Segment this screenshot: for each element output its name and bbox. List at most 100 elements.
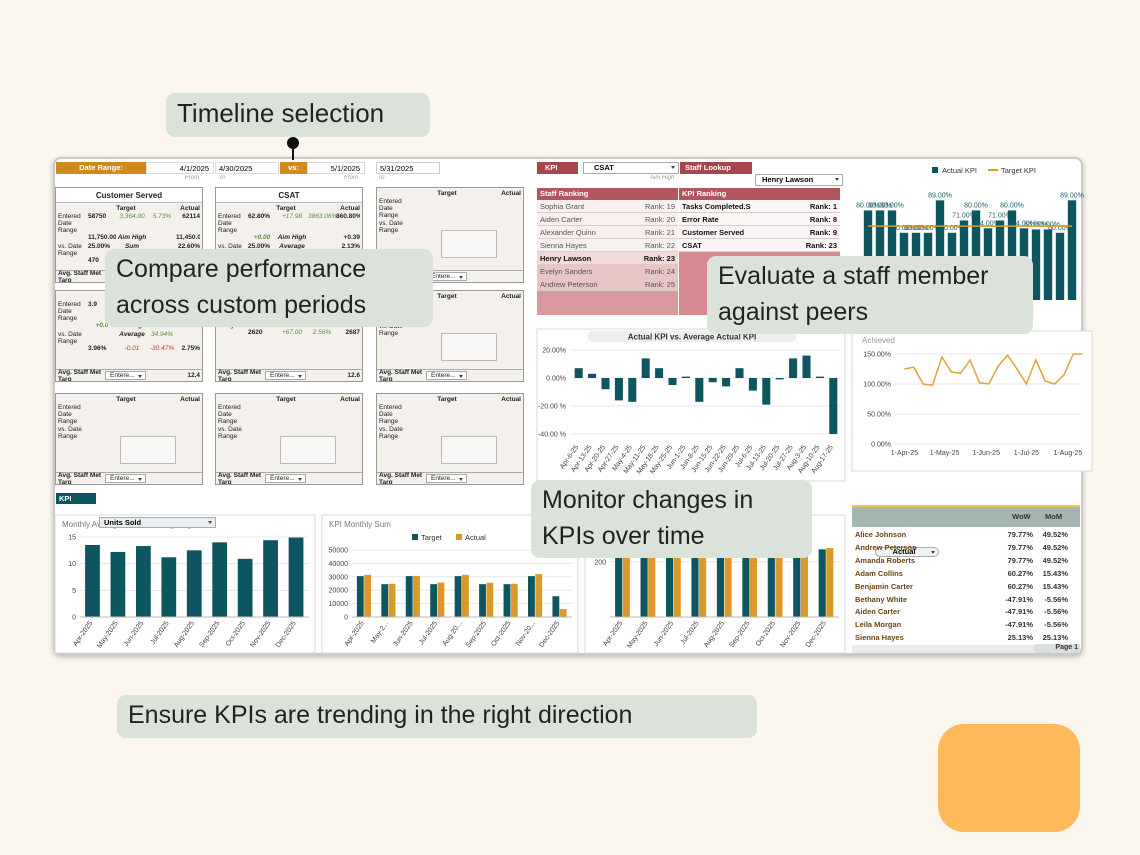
staff-lookup-label: Staff Lookup xyxy=(680,162,752,174)
period-dropdown[interactable]: Entere... xyxy=(265,474,306,483)
bar xyxy=(742,550,750,617)
bar xyxy=(668,378,677,385)
bar xyxy=(288,537,304,617)
row-value: 62.80% xyxy=(248,213,271,220)
staff-name: Andrew Peterson xyxy=(855,542,917,552)
legend-label: Target KPI xyxy=(1001,166,1036,175)
actual-head: Actual xyxy=(180,205,200,212)
vs-label: vs: xyxy=(280,162,307,174)
card-row: Entered Date Range xyxy=(216,404,362,426)
ranking-row: Tasks Completed.S Rank: 1 xyxy=(679,200,840,213)
bar xyxy=(486,582,494,617)
footer-label: Avg. Staff Met Targ xyxy=(218,368,262,382)
date-caption: To xyxy=(219,175,226,181)
y-tick-label: 10000 xyxy=(329,601,349,608)
period-dropdown[interactable]: Entere... xyxy=(426,474,467,483)
bar xyxy=(665,557,674,617)
bar xyxy=(802,355,811,378)
mom-value: 49.52% xyxy=(1042,555,1068,565)
card-row: vs. Date Range Average 34.94% xyxy=(56,331,202,345)
card-title: CSAT xyxy=(216,188,362,203)
ranking-rank: Rank: 1 xyxy=(809,202,837,211)
row-value: -0.01 xyxy=(124,345,140,352)
row-label: Entered Date Range xyxy=(379,404,402,425)
bar xyxy=(479,584,486,617)
kpi-dropdown[interactable]: CSAT xyxy=(583,162,679,174)
row-value: Aim High xyxy=(117,234,147,241)
data-label: 63.00% xyxy=(1036,221,1060,228)
wow-value: 79.77% xyxy=(1007,555,1033,565)
period-dropdown[interactable]: Entere... xyxy=(265,371,306,380)
card-row: vs. Date Range xyxy=(56,426,202,448)
y-tick-label: 50.00% xyxy=(867,412,891,419)
legend-label: Target xyxy=(421,533,443,542)
staff-name: Bethany White xyxy=(855,594,908,604)
staff-dropdown[interactable]: Henry Lawson xyxy=(755,174,843,186)
date-to[interactable]: 4/30/2025 xyxy=(215,162,279,174)
table-dropdown[interactable]: Actual xyxy=(875,547,939,557)
y-tick-label: 20.00% xyxy=(542,348,566,355)
bar xyxy=(364,574,372,617)
compare-to[interactable]: 5/31/2025 xyxy=(376,162,440,174)
card-row: vs. Date Range 25.00% Sum 22.60% xyxy=(56,243,202,257)
kpi-selector-dropdown[interactable]: Units Sold xyxy=(99,517,216,528)
y-tick-label: 10 xyxy=(68,561,76,568)
bar xyxy=(535,574,543,617)
period-dropdown[interactable]: Entere... xyxy=(105,371,146,380)
bar xyxy=(655,368,664,378)
ranking-name: Henry Lawson xyxy=(540,254,592,263)
bar xyxy=(935,200,945,300)
row-label: vs. Date Range xyxy=(58,243,82,257)
bar xyxy=(829,378,838,434)
ranking-row: Sienna Hayes Rank: 22 xyxy=(537,239,678,252)
card-title: Customer Served xyxy=(56,188,202,203)
compare-from[interactable]: 5/1/2025 xyxy=(307,162,365,174)
row-value: 2687 xyxy=(345,329,360,336)
chart-placeholder xyxy=(441,436,498,464)
row-value: 5.73% xyxy=(152,213,172,220)
bar xyxy=(356,576,364,617)
table-header xyxy=(852,507,1080,527)
card-head: Target Actual xyxy=(377,394,523,404)
bar xyxy=(574,368,583,378)
chart-title: Actual KPI vs. Average Actual KPI xyxy=(628,333,757,342)
bar xyxy=(648,557,656,617)
target-head: Target xyxy=(437,190,457,197)
data-label: 80.00% xyxy=(880,202,904,209)
card-head: Target Actual xyxy=(56,394,202,404)
data-label: 60.00% xyxy=(940,225,964,232)
bar xyxy=(826,548,834,617)
bar xyxy=(724,557,732,617)
mom-value: -5.56% xyxy=(1044,594,1068,604)
data-label: 80.00% xyxy=(856,202,880,209)
row-value: 2.56% xyxy=(312,329,332,336)
card-row: Entered Date Range 58750 3,364.00 5.73% 6211… xyxy=(56,213,202,234)
row-label: vs. Date Range xyxy=(379,220,403,234)
row-value: 34.94% xyxy=(150,331,174,338)
mom-value: 25.13% xyxy=(1042,633,1068,643)
ranking-rank: Rank: 9 xyxy=(809,228,837,237)
bar xyxy=(528,576,535,617)
row-value: +0.39 xyxy=(343,234,360,241)
row-value: Aim High xyxy=(277,234,307,241)
spacer xyxy=(58,293,92,300)
ranking-title: Staff Ranking xyxy=(537,188,678,200)
card-row: 3.96% -0.01 -30.47% 2.75% xyxy=(56,345,202,354)
card-head: Target Actual xyxy=(216,203,362,213)
chart-placeholder xyxy=(441,230,498,258)
period-dropdown[interactable]: Entere... xyxy=(105,474,146,483)
data-label: 63.00% xyxy=(1024,221,1048,228)
row-label: Entered Date Range xyxy=(58,301,81,322)
actual-head: Actual xyxy=(180,396,200,403)
period-dropdown[interactable]: Entere... xyxy=(426,371,467,380)
wow-value: 79.77% xyxy=(1007,530,1033,539)
ranking-row: Customer Served Rank: 9 xyxy=(679,226,840,239)
bar xyxy=(641,358,650,378)
bar xyxy=(762,378,771,405)
row-value: Average xyxy=(279,243,305,250)
date-from[interactable]: 4/1/2025 xyxy=(146,162,214,174)
data-label: 89.00% xyxy=(1060,192,1084,199)
